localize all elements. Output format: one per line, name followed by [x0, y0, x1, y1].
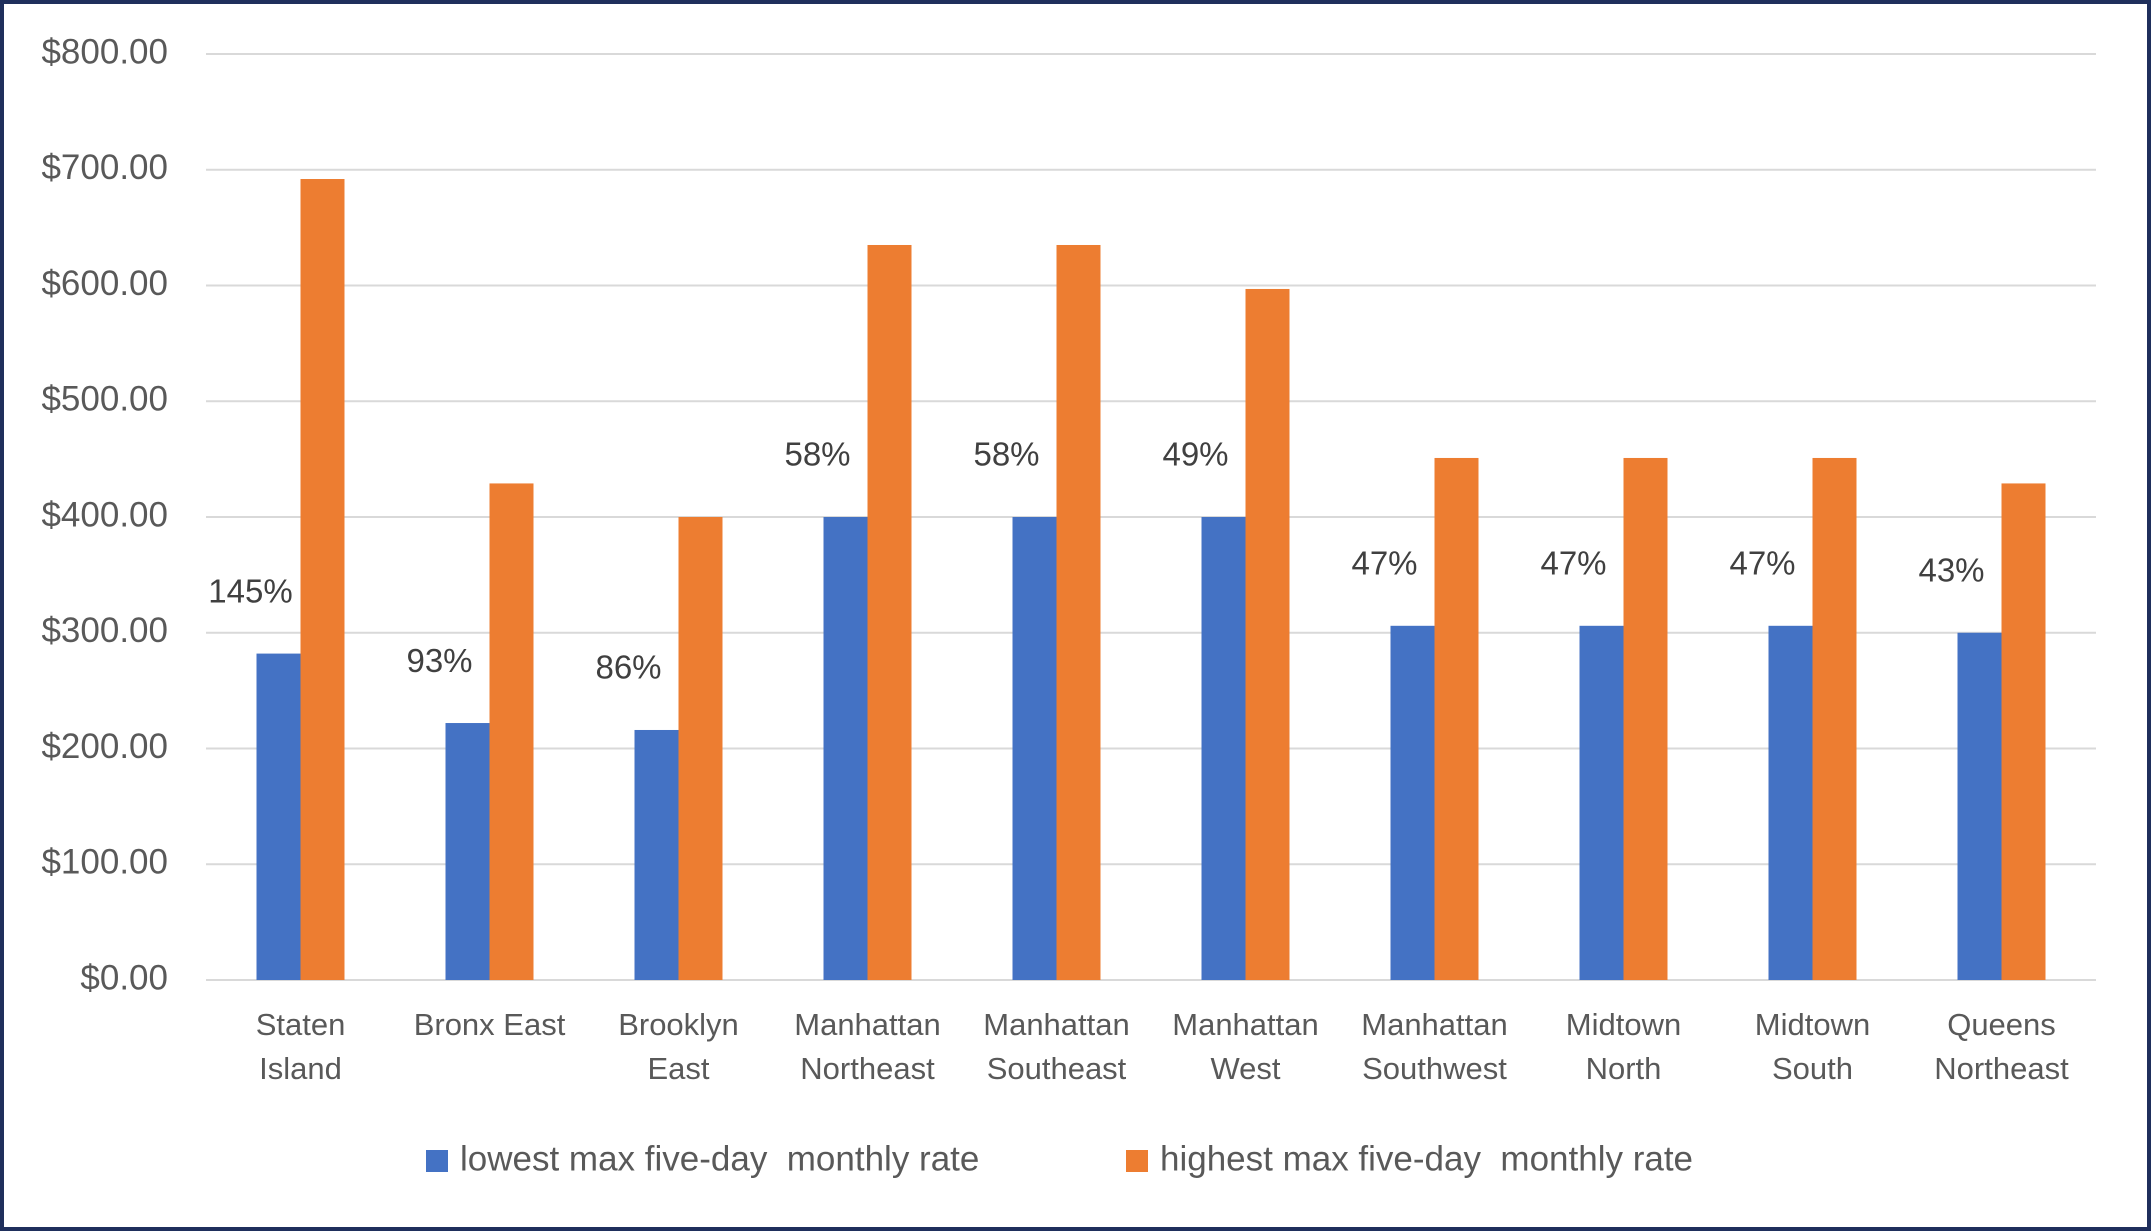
legend-swatch: [426, 1150, 448, 1172]
legend-label: highest max five-day monthly rate: [1160, 1139, 1693, 1178]
annotation: 86%: [595, 649, 661, 686]
bar: [1768, 625, 1813, 980]
bar: [1056, 244, 1101, 981]
x-tick-label: Manhattan Southeast: [983, 1007, 1130, 1086]
legend-label: lowest max five-day monthly rate: [460, 1139, 979, 1178]
bar: [1201, 517, 1246, 980]
legend-swatch: [1126, 1150, 1148, 1172]
bar: [1434, 457, 1479, 980]
bar: [634, 729, 679, 980]
bar: [445, 723, 490, 980]
x-tick-label: Brooklyn East: [618, 1007, 739, 1086]
x-tick-label: Manhattan Southwest: [1361, 1007, 1508, 1086]
annotation: 49%: [1162, 436, 1228, 473]
y-tick-label: $600.00: [41, 264, 168, 303]
annotation: 47%: [1351, 545, 1417, 582]
bar: [1957, 632, 2002, 980]
x-tick-label: Midtown South: [1755, 1007, 1870, 1086]
annotation: 58%: [973, 436, 1039, 473]
y-tick-label: $700.00: [41, 148, 168, 187]
bar: [867, 244, 912, 981]
bar: [2001, 483, 2046, 980]
y-tick-label: $300.00: [41, 611, 168, 650]
annotation: 93%: [406, 642, 472, 679]
x-tick-label: Manhattan Northeast: [794, 1007, 941, 1086]
annotation: 43%: [1918, 551, 1984, 588]
annotation: 58%: [784, 436, 850, 473]
bar: [678, 517, 723, 980]
bar: [1012, 517, 1057, 980]
x-tick-label: Queens Northeast: [1934, 1007, 2069, 1086]
x-tick-label: Bronx East: [414, 1007, 566, 1042]
annotation: 145%: [208, 572, 292, 609]
bar: [489, 483, 534, 980]
y-tick-label: $200.00: [41, 727, 168, 766]
bar: [823, 517, 868, 980]
annotation: 47%: [1729, 545, 1795, 582]
y-tick-label: $500.00: [41, 380, 168, 419]
annotation: 47%: [1540, 545, 1606, 582]
bar: [1390, 625, 1435, 980]
bar: [1623, 457, 1668, 980]
bar: [1579, 625, 1624, 980]
bar: [256, 653, 301, 980]
bar: [1812, 457, 1857, 980]
x-tick-label: Manhattan West: [1172, 1007, 1319, 1086]
y-tick-label: $400.00: [41, 495, 168, 534]
y-tick-label: $800.00: [41, 32, 168, 71]
bar: [1245, 288, 1290, 980]
y-tick-label: $100.00: [41, 843, 168, 882]
y-tick-label: $0.00: [80, 958, 168, 997]
bar: [300, 179, 345, 980]
x-tick-label: Staten Island: [256, 1007, 346, 1086]
x-tick-label: Midtown North: [1566, 1007, 1681, 1086]
